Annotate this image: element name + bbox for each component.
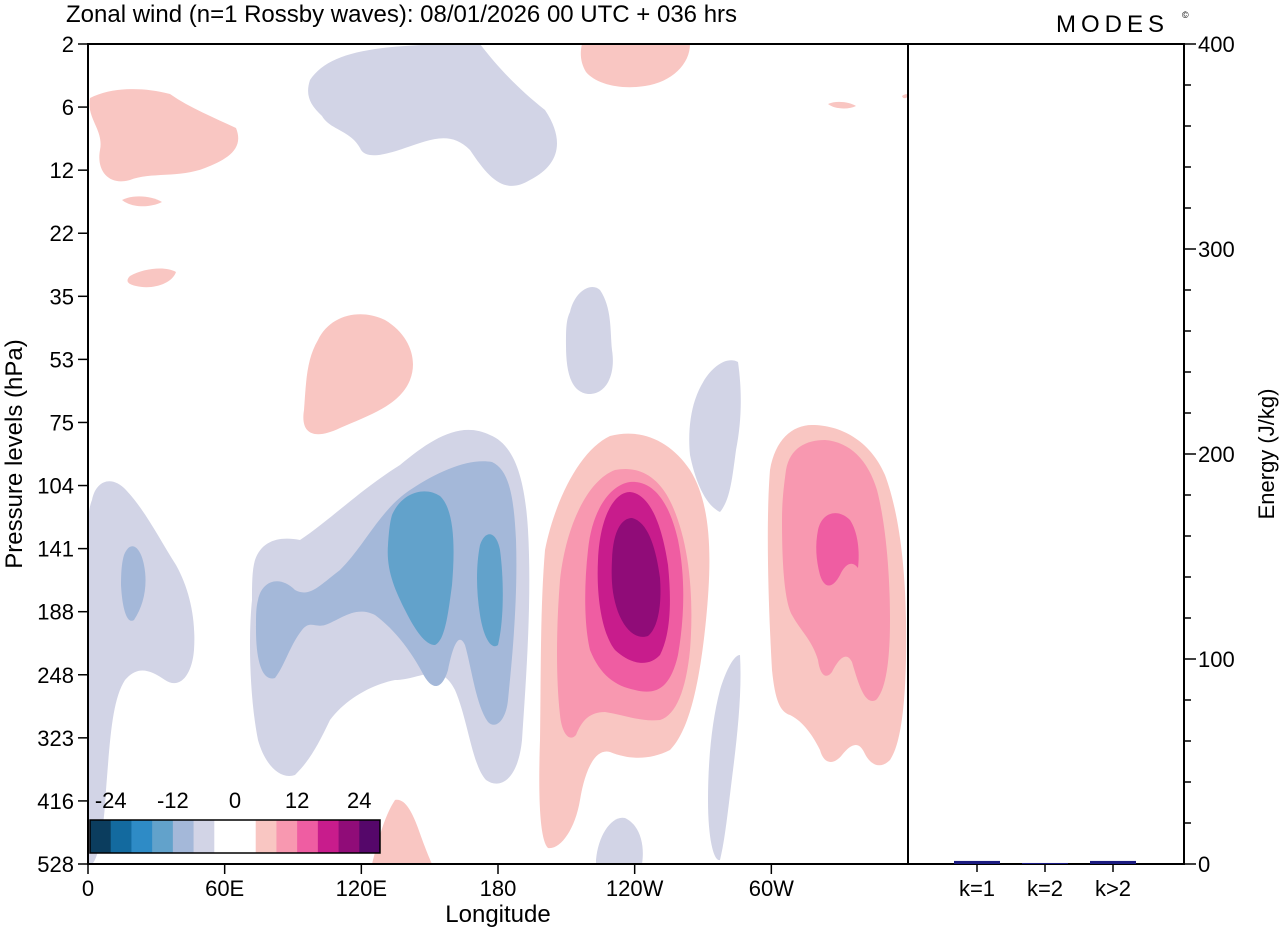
colorbar-swatch [297,820,319,853]
x-tick-label: 180 [480,876,517,901]
energy-y-tick-label: 400 [1198,32,1235,57]
contour-pos-right-12 [816,513,859,586]
x-tick-label: 60W [749,876,794,901]
colorbar-swatch [152,820,174,853]
energy-bar [1022,862,1068,864]
y-tick-label: 528 [37,852,74,877]
contour-neg-center-12a [387,491,454,645]
y-axis-title: Pressure levels (hPa) [1,339,28,568]
y-tick-label: 53 [50,347,74,372]
contour-pos-center-20 [611,518,661,637]
energy-axis-title: Energy (J/kg) [1254,389,1279,520]
contour-neg-left-8 [121,546,146,621]
colorbar-swatch [338,820,360,853]
contour-neg-top-center [308,44,557,186]
y-tick-label: 12 [50,158,74,183]
contour-pos-mid-left [303,314,413,435]
energy-y-tick-label: 100 [1198,647,1235,672]
colorbar-label: -24 [95,788,127,813]
colorbar-swatch [317,820,339,853]
colorbar-label: 24 [347,788,371,813]
colorbar-swatch [359,820,381,853]
contour-neg-center-12b [477,534,503,647]
brand-logo: MODES [1056,11,1169,38]
colorbar-label: 0 [229,788,241,813]
energy-y-tick-label: 300 [1198,237,1235,262]
energy-bar [1090,860,1136,864]
energy-panel: 0 100 200 300 400 k=1 k=2 k>2 [907,32,1235,901]
y-axis: 2 6 12 22 35 53 75 104 141 188 248 323 416 528 [37,32,88,877]
x-axis: 0 60E 120E 180 120W 60W [82,864,794,901]
y-tick-label: 104 [37,474,74,499]
colorbar-swatch [276,820,298,853]
colorbar: -24 -12 0 12 24 [89,788,381,854]
colorbar-frame [89,819,381,854]
colorbar-label: -12 [157,788,189,813]
contour-pos-top-right [580,44,690,88]
contour-neg-left-4 [88,481,195,864]
contour-pos-top-left [89,89,239,182]
energy-y-tick-label: 200 [1198,442,1235,467]
energy-bar [954,860,1000,864]
colorbar-swatch [110,820,132,853]
colorbar-label: 12 [285,788,309,813]
contour-pos-tiny-1 [828,101,856,109]
colorbar-swatch [172,820,194,853]
colorbar-swatch [214,820,236,853]
energy-y-tick-label: 0 [1198,852,1210,877]
contour-pos-bottom [372,799,432,864]
y-tick-label: 22 [50,221,74,246]
colorbar-swatch [235,820,257,853]
x-axis-title: Longitude [445,901,550,928]
contour-field [88,44,908,864]
colorbar-swatch [131,820,153,853]
contour-neg-right-thin [689,360,741,512]
y-tick-label: 6 [62,95,74,120]
x-tick-label: 0 [82,876,94,901]
chart-title: Zonal wind (n=1 Rossby waves): 08/01/202… [66,1,737,28]
y-tick-label: 35 [50,284,74,309]
x-tick-label: 60E [205,876,244,901]
energy-x-tick-label: k=2 [1027,876,1063,901]
contour-pos-tiny-2 [902,94,908,99]
x-tick-label: 120E [336,876,387,901]
brand-mark: © [1182,10,1189,20]
colorbar-swatch [255,820,277,853]
contour-neg-bottom-center [596,817,643,864]
y-tick-label: 141 [37,537,74,562]
energy-panel-frame [907,43,1185,865]
energy-x-tick-label: k>2 [1095,876,1131,901]
y-tick-label: 75 [50,410,74,435]
x-tick-label: 120W [606,876,664,901]
contour-neg-thin-lower [708,655,741,861]
y-tick-label: 2 [62,32,74,57]
y-tick-label: 323 [37,726,74,751]
contour-pos-small-2 [127,268,176,288]
y-tick-label: 416 [37,789,74,814]
contour-pos-small-1 [122,196,162,207]
energy-x-tick-label: k=1 [959,876,995,901]
y-tick-label: 248 [37,663,74,688]
y-tick-label: 188 [37,600,74,625]
colorbar-swatch [193,820,215,853]
contour-neg-mid [566,286,613,395]
colorbar-swatch [90,820,112,853]
